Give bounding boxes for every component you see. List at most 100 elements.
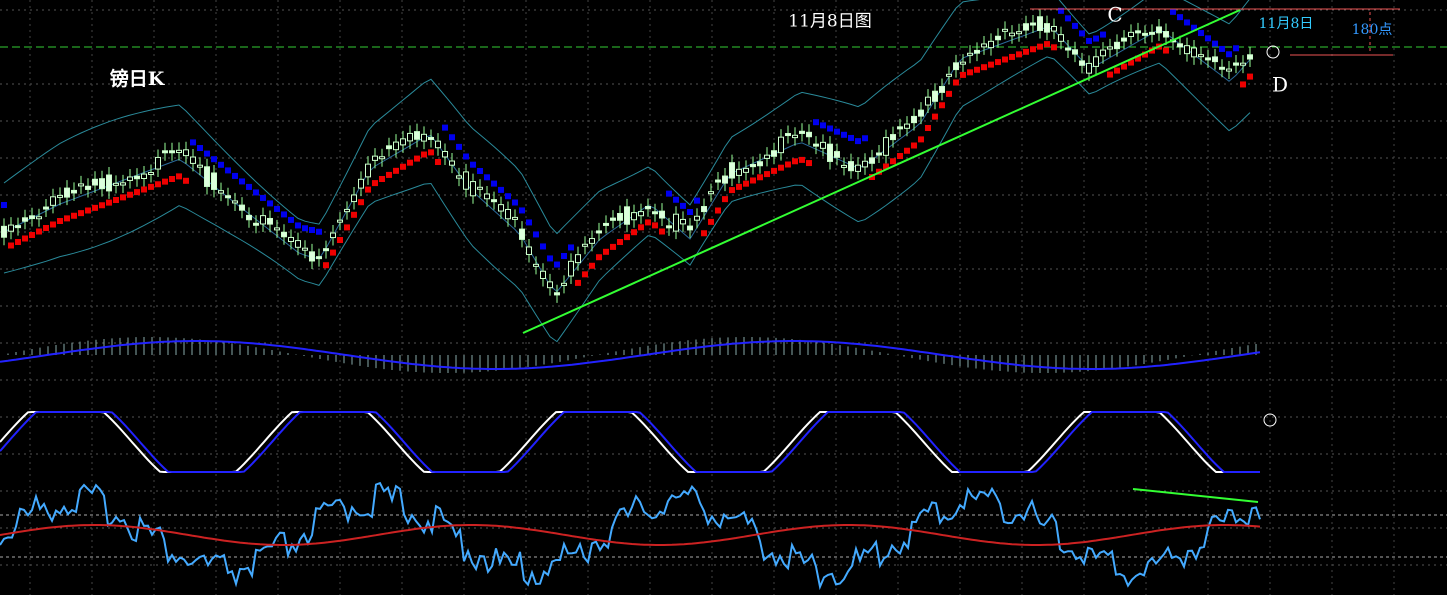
candle-body: [1086, 62, 1092, 74]
candle-body: [750, 163, 756, 168]
candle-body: [792, 134, 798, 139]
sar-dot: [939, 102, 945, 109]
sar-dot: [1177, 14, 1183, 21]
marker-circle: [1263, 413, 1277, 427]
sar-dot: [610, 243, 616, 250]
candle-body: [827, 143, 833, 162]
sar-dot: [589, 262, 595, 269]
sar-dot: [330, 249, 336, 256]
sar-dot: [113, 197, 119, 203]
candle-body: [22, 217, 28, 222]
sar-dot: [99, 202, 105, 209]
sar-dot: [267, 200, 273, 207]
sar-dot: [743, 180, 749, 187]
candle-body: [1191, 47, 1197, 58]
divergence-line: [1132, 488, 1259, 503]
candle-body: [715, 179, 721, 183]
sar-dot: [568, 244, 574, 251]
candle-body: [582, 243, 588, 247]
sar-dot: [750, 177, 756, 184]
sar-dot: [869, 174, 875, 180]
candle-body: [967, 52, 973, 56]
candle-body: [806, 131, 812, 138]
sar-dot: [519, 207, 525, 214]
sar-dot: [358, 199, 364, 206]
sar-dot: [435, 159, 441, 165]
sar-dot: [694, 197, 700, 204]
candle-body: [1219, 66, 1225, 70]
candle-body: [155, 156, 161, 170]
candle-body: [1128, 31, 1134, 38]
candle-body: [169, 150, 175, 154]
sar-dot: [631, 229, 637, 236]
candle-body: [547, 281, 553, 289]
candle-body: [400, 138, 406, 146]
candle-body: [1121, 37, 1127, 42]
candle-body: [99, 178, 105, 190]
candle-body: [519, 228, 525, 240]
sar-dot: [372, 180, 378, 187]
candle-body: [974, 49, 980, 54]
sar-dot: [624, 234, 630, 241]
sar-dot: [785, 161, 791, 168]
candle-body: [358, 178, 364, 189]
candle-body: [456, 175, 462, 179]
sar-dot: [890, 158, 896, 165]
sar-dot: [1044, 41, 1050, 48]
sar-dot: [260, 194, 266, 201]
candle-body: [274, 227, 280, 231]
candle-body: [71, 189, 77, 194]
sar-dot: [1009, 53, 1015, 60]
sar-dot: [827, 125, 833, 132]
sar-dot: [204, 150, 210, 157]
sar-dot: [491, 180, 497, 187]
sar-dot: [526, 219, 532, 226]
candle-body: [309, 251, 315, 262]
candle-body: [449, 160, 455, 166]
sar-dot: [897, 153, 903, 159]
candle-body: [708, 191, 714, 195]
sar-dot: [400, 163, 406, 170]
candle-body: [764, 154, 770, 159]
sar-dot: [22, 235, 28, 242]
candle-body: [904, 123, 910, 129]
candle-body: [78, 183, 84, 187]
candle-body: [190, 156, 196, 164]
candle-body: [127, 176, 133, 181]
candle-body: [1051, 25, 1057, 32]
candle-body: [1114, 41, 1120, 50]
sar-dot: [1058, 7, 1064, 14]
sar-dot: [729, 187, 735, 194]
candle-body: [911, 115, 917, 124]
candle-body: [610, 217, 616, 221]
candle-body: [1065, 47, 1071, 51]
sar-dot: [680, 202, 686, 209]
candle-body: [211, 172, 217, 190]
sar-dot: [659, 228, 665, 235]
sar-dot: [470, 161, 476, 168]
sar-dot: [120, 194, 126, 201]
sar-dot: [1191, 24, 1197, 31]
sar-dot: [575, 279, 581, 286]
candle-body: [813, 143, 819, 147]
sar-dot: [792, 158, 798, 165]
sar-dot: [1086, 37, 1092, 44]
candle-body: [260, 215, 266, 225]
candle-body: [687, 225, 693, 231]
candle-body: [659, 210, 665, 219]
sar-dot: [1121, 63, 1127, 70]
candle-body: [162, 150, 168, 154]
sar-dot: [918, 136, 924, 143]
sar-dot: [225, 167, 231, 174]
sar-dot: [883, 163, 889, 170]
candle-body: [218, 190, 224, 194]
candle-body: [1023, 23, 1029, 31]
chart-title: 11月8日图: [788, 12, 871, 32]
sar-dot: [834, 128, 840, 135]
candle-body: [1093, 56, 1099, 67]
sar-dot: [1100, 31, 1106, 38]
point-label: C: [1107, 3, 1122, 27]
candle-body: [918, 109, 924, 117]
sar-dot: [183, 177, 189, 184]
candle-body: [463, 171, 469, 190]
